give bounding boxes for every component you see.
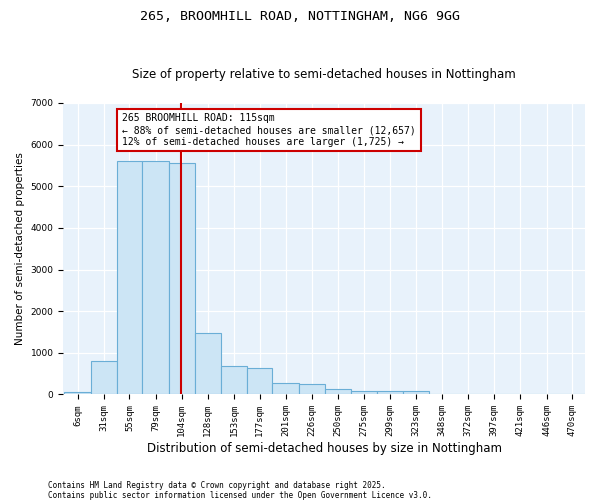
Bar xyxy=(352,390,377,394)
Text: Contains public sector information licensed under the Open Government Licence v3: Contains public sector information licen… xyxy=(48,490,432,500)
X-axis label: Distribution of semi-detached houses by size in Nottingham: Distribution of semi-detached houses by … xyxy=(146,442,502,455)
Bar xyxy=(169,164,194,394)
Bar xyxy=(194,333,221,394)
Bar xyxy=(247,368,272,394)
Bar xyxy=(272,383,299,394)
Bar xyxy=(221,366,247,394)
Bar xyxy=(299,384,325,394)
Bar xyxy=(377,392,403,394)
Bar xyxy=(142,162,169,394)
Bar xyxy=(403,392,429,394)
Y-axis label: Number of semi-detached properties: Number of semi-detached properties xyxy=(15,152,25,345)
Text: Contains HM Land Registry data © Crown copyright and database right 2025.: Contains HM Land Registry data © Crown c… xyxy=(48,480,386,490)
Text: 265, BROOMHILL ROAD, NOTTINGHAM, NG6 9GG: 265, BROOMHILL ROAD, NOTTINGHAM, NG6 9GG xyxy=(140,10,460,23)
Bar xyxy=(64,392,91,394)
Bar xyxy=(325,388,352,394)
Title: Size of property relative to semi-detached houses in Nottingham: Size of property relative to semi-detach… xyxy=(132,68,516,81)
Bar xyxy=(116,162,142,394)
Bar xyxy=(91,361,116,394)
Text: 265 BROOMHILL ROAD: 115sqm
← 88% of semi-detached houses are smaller (12,657)
12: 265 BROOMHILL ROAD: 115sqm ← 88% of semi… xyxy=(122,114,416,146)
